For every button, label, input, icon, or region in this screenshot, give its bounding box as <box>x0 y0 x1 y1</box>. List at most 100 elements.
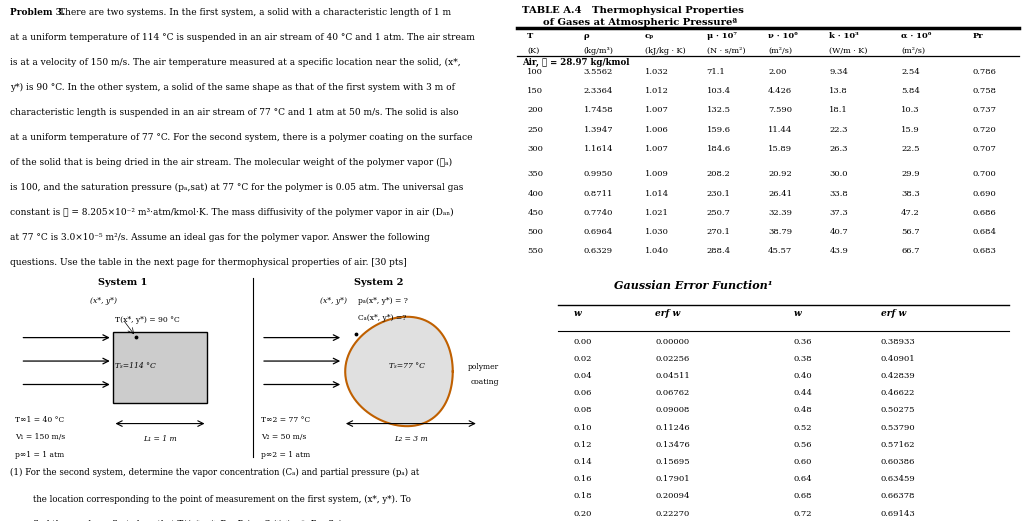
Text: w: w <box>573 309 582 318</box>
Text: 15.9: 15.9 <box>901 126 920 133</box>
Text: There are two systems. In the first system, a solid with a characteristic length: There are two systems. In the first syst… <box>59 8 451 17</box>
Text: 2.00: 2.00 <box>768 68 786 76</box>
Text: 0.60386: 0.60386 <box>881 458 915 466</box>
Text: questions. Use the table in the next page for thermophysical properties of air. : questions. Use the table in the next pag… <box>10 258 407 267</box>
Text: (1) For the second system, determine the vapor concentration (Cₐ) and partial pr: (1) For the second system, determine the… <box>10 468 420 477</box>
Text: 26.3: 26.3 <box>829 145 848 153</box>
Text: 0.12: 0.12 <box>573 441 592 449</box>
Text: 184.6: 184.6 <box>707 145 731 153</box>
Text: 1.006: 1.006 <box>645 126 669 133</box>
Text: 47.2: 47.2 <box>901 209 920 217</box>
Text: 11.44: 11.44 <box>768 126 793 133</box>
Text: 2.3364: 2.3364 <box>584 87 613 95</box>
FancyBboxPatch shape <box>113 332 207 403</box>
Text: w: w <box>794 309 802 318</box>
Text: 1.009: 1.009 <box>645 170 669 178</box>
Text: 38.79: 38.79 <box>768 228 793 236</box>
Text: 1.040: 1.040 <box>645 247 669 255</box>
Text: 270.1: 270.1 <box>707 228 730 236</box>
Text: at 77 °C is 3.0×10⁻⁵ m²/s. Assume an ideal gas for the polymer vapor. Answer the: at 77 °C is 3.0×10⁻⁵ m²/s. Assume an ide… <box>10 233 430 242</box>
Text: 15.89: 15.89 <box>768 145 793 153</box>
Text: 0.16: 0.16 <box>573 475 592 483</box>
Text: 0.7740: 0.7740 <box>584 209 613 217</box>
Text: 230.1: 230.1 <box>707 190 730 197</box>
Text: 0.17901: 0.17901 <box>655 475 690 483</box>
Text: 0.684: 0.684 <box>973 228 996 236</box>
Text: 0.11246: 0.11246 <box>655 424 690 431</box>
Text: 3.5562: 3.5562 <box>584 68 613 76</box>
Text: at a uniform temperature of 114 °C is suspended in an air stream of 40 °C and 1 : at a uniform temperature of 114 °C is su… <box>10 33 475 42</box>
Text: 5.84: 5.84 <box>901 87 920 95</box>
Text: 150: 150 <box>527 87 544 95</box>
Text: T∞2 = 77 °C: T∞2 = 77 °C <box>261 416 310 424</box>
Text: 1.012: 1.012 <box>645 87 669 95</box>
Text: 0.707: 0.707 <box>973 145 996 153</box>
Text: 208.2: 208.2 <box>707 170 730 178</box>
Text: 100: 100 <box>527 68 544 76</box>
Text: 0.36: 0.36 <box>794 338 812 345</box>
Text: 38.3: 38.3 <box>901 190 920 197</box>
Text: 0.6964: 0.6964 <box>584 228 613 236</box>
Text: 1.1614: 1.1614 <box>584 145 613 153</box>
Text: 0.6329: 0.6329 <box>584 247 612 255</box>
Text: 0.02256: 0.02256 <box>655 355 689 363</box>
Text: is at a velocity of 150 m/s. The air temperature measured at a specific location: is at a velocity of 150 m/s. The air tem… <box>10 58 461 67</box>
Text: 0.40901: 0.40901 <box>881 355 915 363</box>
Text: 4.426: 4.426 <box>768 87 793 95</box>
Text: T(x*, y*) = 90 °C: T(x*, y*) = 90 °C <box>115 316 180 324</box>
Text: 500: 500 <box>527 228 544 236</box>
Text: 0.02: 0.02 <box>573 355 592 363</box>
Text: pₐ(x*, y*) = ?: pₐ(x*, y*) = ? <box>358 297 409 305</box>
Text: 30.0: 30.0 <box>829 170 848 178</box>
Text: 1.021: 1.021 <box>645 209 669 217</box>
Text: y*) is 90 °C. In the other system, a solid of the same shape as that of the firs: y*) is 90 °C. In the other system, a sol… <box>10 83 455 92</box>
Text: 0.00: 0.00 <box>573 338 592 345</box>
Text: 0.00000: 0.00000 <box>655 338 689 345</box>
Text: (K): (K) <box>527 47 540 55</box>
Text: k · 10³: k · 10³ <box>829 32 859 40</box>
Text: (N · s/m²): (N · s/m²) <box>707 47 745 55</box>
Text: 0.52: 0.52 <box>794 424 812 431</box>
Text: 200: 200 <box>527 106 543 114</box>
Text: 0.04511: 0.04511 <box>655 372 690 380</box>
Text: 22.5: 22.5 <box>901 145 920 153</box>
Text: 0.50275: 0.50275 <box>881 406 915 414</box>
Text: 0.09008: 0.09008 <box>655 406 690 414</box>
Text: 0.06: 0.06 <box>573 389 592 397</box>
Text: 0.44: 0.44 <box>794 389 812 397</box>
Text: (x*, y*): (x*, y*) <box>90 297 117 305</box>
Text: μ · 10⁷: μ · 10⁷ <box>707 32 736 40</box>
Text: Cₐ(x*, y*) =?: Cₐ(x*, y*) =? <box>358 314 407 322</box>
Text: coating: coating <box>471 378 500 386</box>
Text: (m²/s): (m²/s) <box>768 47 793 55</box>
Text: System 2: System 2 <box>354 278 403 287</box>
Text: 0.06762: 0.06762 <box>655 389 689 397</box>
Polygon shape <box>345 317 453 426</box>
Text: 0.737: 0.737 <box>973 106 996 114</box>
Text: 0.683: 0.683 <box>973 247 996 255</box>
Text: 288.4: 288.4 <box>707 247 731 255</box>
Text: (kJ/kg · K): (kJ/kg · K) <box>645 47 686 55</box>
Text: 0.686: 0.686 <box>973 209 996 217</box>
Text: 0.15695: 0.15695 <box>655 458 690 466</box>
Text: 0.700: 0.700 <box>973 170 996 178</box>
Text: 1.7458: 1.7458 <box>584 106 613 114</box>
Text: 0.42839: 0.42839 <box>881 372 915 380</box>
Text: 1.007: 1.007 <box>645 106 669 114</box>
Text: 0.57162: 0.57162 <box>881 441 915 449</box>
Text: 2.54: 2.54 <box>901 68 920 76</box>
Text: 1.007: 1.007 <box>645 145 669 153</box>
Text: 0.08: 0.08 <box>573 406 592 414</box>
Text: 0.758: 0.758 <box>973 87 996 95</box>
Text: constant is ℛ = 8.205×10⁻² m³·atm/kmol·K. The mass diffusivity of the polymer va: constant is ℛ = 8.205×10⁻² m³·atm/kmol·K… <box>10 208 454 217</box>
Text: of Gases at Atmospheric Pressureª: of Gases at Atmospheric Pressureª <box>522 18 737 27</box>
Text: polymer: polymer <box>468 363 500 370</box>
Text: 26.41: 26.41 <box>768 190 792 197</box>
Text: V₁ = 150 m/s: V₁ = 150 m/s <box>15 433 66 441</box>
Text: at a uniform temperature of 77 °C. For the second system, there is a polymer coa: at a uniform temperature of 77 °C. For t… <box>10 133 473 142</box>
Text: 0.40: 0.40 <box>794 372 812 380</box>
Text: 0.10: 0.10 <box>573 424 592 431</box>
Text: 400: 400 <box>527 190 544 197</box>
Text: 71.1: 71.1 <box>707 68 725 76</box>
Text: 0.14: 0.14 <box>573 458 592 466</box>
